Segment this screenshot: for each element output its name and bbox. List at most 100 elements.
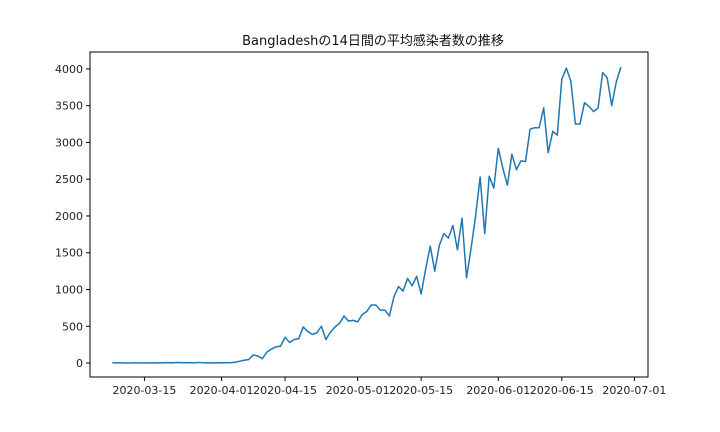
data-point	[198, 361, 200, 364]
data-point	[366, 310, 368, 313]
data-point	[565, 67, 567, 69]
data-point	[143, 362, 146, 364]
data-point	[529, 128, 531, 130]
data-point	[338, 322, 341, 324]
data-point	[148, 362, 150, 364]
data-point	[180, 362, 182, 364]
data-point	[552, 130, 554, 133]
data-point	[384, 309, 386, 311]
data-point	[493, 187, 495, 189]
data-point	[370, 304, 372, 306]
x-tick-label: 2020-06-01	[466, 384, 530, 397]
data-point	[139, 362, 141, 364]
data-point	[547, 152, 549, 154]
data-point	[193, 362, 195, 364]
data-point	[234, 361, 236, 363]
data-point	[307, 330, 309, 333]
data-point	[434, 270, 436, 272]
data-point	[533, 127, 536, 129]
data-point	[257, 355, 259, 357]
y-tick-label: 0	[76, 357, 83, 370]
data-point	[488, 175, 490, 177]
data-point	[261, 358, 263, 360]
y-axis: 0 500 1000 1500 2000 2500 3000 3500 4000	[55, 63, 90, 370]
y-tick-label: 2500	[55, 173, 83, 186]
data-point	[570, 80, 572, 83]
data-point	[429, 245, 431, 247]
x-tick-label: 2020-07-01	[602, 384, 666, 397]
data-point	[311, 333, 313, 335]
data-point	[606, 77, 608, 79]
data-point	[316, 332, 318, 334]
data-point	[161, 362, 164, 364]
data-point	[416, 275, 418, 277]
series-line	[112, 67, 622, 364]
data-point	[556, 134, 558, 136]
data-point	[475, 215, 477, 217]
data-point	[270, 348, 273, 350]
data-point	[588, 105, 590, 108]
data-point	[157, 362, 159, 364]
data-point	[583, 102, 586, 104]
y-tick-label: 1500	[55, 247, 83, 260]
data-point	[116, 362, 118, 364]
data-point	[461, 217, 463, 219]
data-point	[220, 362, 223, 364]
data-point	[225, 362, 227, 364]
data-point	[352, 319, 354, 321]
data-point	[538, 127, 540, 129]
data-point	[443, 233, 445, 235]
data-point	[343, 315, 345, 317]
data-point	[252, 354, 254, 356]
data-point	[402, 290, 404, 292]
data-point	[375, 304, 377, 306]
data-point	[152, 362, 155, 364]
data-point	[456, 249, 459, 251]
data-point	[520, 160, 522, 162]
data-point	[211, 362, 214, 364]
data-point	[275, 346, 277, 348]
data-point	[175, 361, 177, 364]
data-point	[112, 362, 114, 364]
data-point	[334, 326, 336, 328]
x-tick-label: 2020-06-15	[530, 384, 594, 397]
data-point	[171, 362, 173, 364]
data-point	[266, 351, 268, 353]
data-point	[592, 110, 595, 113]
data-point	[502, 167, 504, 169]
y-tick-label: 3500	[55, 100, 83, 113]
data-point	[230, 362, 232, 364]
data-point	[406, 277, 409, 280]
plot-area-frame	[89, 51, 649, 378]
data-point	[357, 321, 359, 323]
data-point	[134, 362, 136, 364]
data-point	[438, 244, 440, 246]
x-tick-label: 2020-05-01	[326, 384, 390, 397]
data-point	[121, 362, 123, 364]
data-point	[497, 147, 499, 149]
data-point	[511, 153, 513, 155]
data-point	[239, 360, 241, 362]
data-point	[602, 71, 604, 74]
data-point	[393, 296, 395, 298]
y-tick-label: 1000	[55, 284, 83, 297]
data-point	[397, 285, 400, 288]
data-point	[543, 107, 545, 109]
data-point	[202, 362, 205, 364]
data-point	[293, 338, 295, 341]
data-point	[379, 309, 381, 311]
data-point	[243, 359, 245, 361]
data-point	[130, 362, 132, 364]
data-point	[320, 325, 322, 327]
data-point	[347, 320, 350, 322]
data-point	[484, 233, 486, 235]
data-point	[166, 362, 168, 364]
data-point	[216, 362, 218, 364]
data-point	[479, 176, 481, 178]
data-point	[425, 268, 427, 270]
data-point	[420, 293, 422, 295]
data-point	[302, 326, 304, 328]
x-tick-label: 2020-04-01	[190, 384, 254, 397]
data-point	[248, 358, 250, 361]
